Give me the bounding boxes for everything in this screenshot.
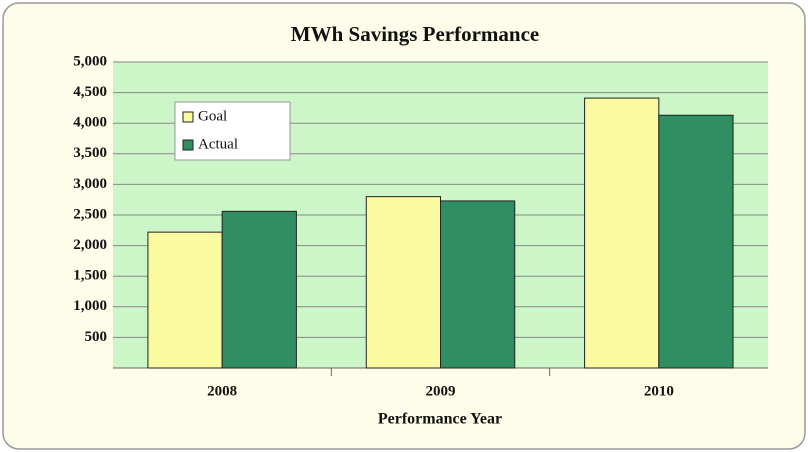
bar bbox=[440, 200, 516, 369]
y-tick-label: 5,000 bbox=[73, 53, 107, 69]
y-tick-label: 2,000 bbox=[73, 237, 107, 253]
y-tick-label: 4,000 bbox=[73, 115, 107, 131]
bar bbox=[221, 210, 297, 369]
legend-swatch bbox=[182, 111, 194, 123]
y-tick-label: 1,000 bbox=[73, 298, 107, 314]
bar bbox=[365, 196, 441, 369]
x-tick-label: 2010 bbox=[644, 383, 674, 399]
legend-label: Goal bbox=[198, 108, 227, 124]
x-axis-label: Performance Year bbox=[378, 411, 502, 428]
legend-label: Actual bbox=[198, 136, 238, 152]
y-tick-label: 1,500 bbox=[73, 268, 107, 284]
y-tick-label: 4,500 bbox=[73, 84, 107, 100]
bar bbox=[147, 231, 223, 369]
y-tick-label: 500 bbox=[85, 329, 108, 345]
y-tick-label: 3,500 bbox=[73, 145, 107, 161]
bar bbox=[584, 97, 660, 369]
legend-swatch bbox=[182, 139, 194, 151]
x-tick-label: 2008 bbox=[207, 383, 237, 399]
bar bbox=[658, 114, 734, 369]
y-tick-label: 2,500 bbox=[73, 206, 107, 222]
y-tick-label: 3,000 bbox=[73, 176, 107, 192]
legend-box bbox=[174, 101, 291, 161]
x-tick-label: 2009 bbox=[426, 383, 456, 399]
chart-title: MWh Savings Performance bbox=[291, 22, 539, 46]
